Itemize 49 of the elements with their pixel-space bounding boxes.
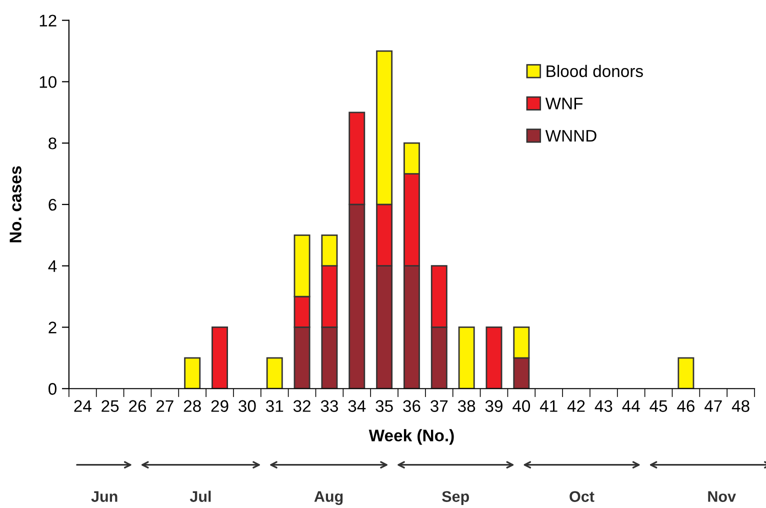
x-tick-label: 35 [376, 400, 393, 412]
y-tick-label: 4 [48, 260, 57, 272]
x-tick-label: 30 [238, 400, 256, 412]
bar [266, 357, 283, 389]
x-tick-label: 45 [650, 400, 668, 412]
x-tick-label: 43 [594, 400, 612, 412]
x-tick-label: 48 [732, 400, 750, 412]
x-tick-label: 29 [211, 400, 228, 412]
text: Jun [91, 491, 118, 502]
x-axis-title: Week (No.) [368, 429, 454, 445]
x-tick-label: 39 [485, 400, 502, 412]
legend-label: WNND [545, 130, 596, 142]
bar [458, 326, 475, 389]
y-axis-title: No. cases [10, 166, 22, 242]
text: Oct [570, 491, 594, 502]
y-tick-label: 10 [40, 76, 56, 88]
y-tick-label: 12 [40, 14, 56, 26]
x-tick-label: 32 [293, 400, 310, 412]
x-tick-label: 33 [320, 400, 338, 412]
x-tick-label: 44 [622, 400, 640, 412]
bar [212, 326, 228, 389]
x-tick-label: 41 [540, 400, 558, 412]
x-tick-label: 38 [458, 400, 476, 412]
y-tick-label: 6 [48, 198, 56, 211]
x-tick-label: 37 [430, 400, 448, 412]
x-tick-label: 46 [677, 400, 694, 412]
x-tick-label: 34 [348, 400, 366, 412]
text: Nov [708, 491, 736, 502]
bar [486, 326, 502, 389]
x-tick-label: 27 [156, 400, 174, 412]
x-tick-label: 24 [74, 400, 92, 412]
x-tick-label: 47 [704, 400, 722, 412]
x-tick-label: 42 [567, 400, 585, 412]
bar [678, 357, 694, 389]
legend-label: Blood donors [546, 64, 643, 78]
y-tick-label: 2 [48, 322, 56, 334]
y-tick-label: 8 [48, 137, 56, 150]
legend-label: WNF [545, 98, 583, 110]
x-tick-label: 31 [266, 400, 284, 412]
text: Sep [442, 491, 469, 505]
x-tick-label: 25 [102, 400, 119, 412]
text: Jul [190, 490, 211, 502]
bar [184, 357, 201, 389]
x-tick-label: 26 [129, 400, 146, 412]
x-tick-label: 28 [184, 400, 201, 412]
text: Aug [314, 491, 343, 505]
x-tick-label: 40 [512, 400, 530, 412]
x-tick-label: 36 [403, 400, 420, 412]
y-tick-label: 0 [48, 383, 56, 395]
